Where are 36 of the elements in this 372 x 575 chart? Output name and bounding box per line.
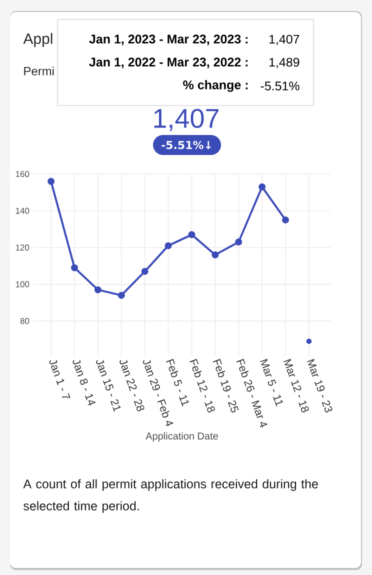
- text: % change :: [183, 80, 248, 92]
- y-tick-label: 100: [16, 281, 30, 288]
- point: [306, 338, 312, 344]
- x-tick-label: Jan 22 - 28: [120, 360, 144, 412]
- x-tick-label: Jan 15 - 21: [96, 360, 121, 412]
- text: 1,407: [154, 108, 218, 132]
- point: [188, 231, 196, 238]
- text: -5.51%↓: [162, 140, 211, 150]
- y-tick-label: 160: [16, 170, 30, 177]
- chart-title: Appl: [23, 32, 52, 47]
- point: [164, 242, 172, 250]
- point: [94, 286, 102, 294]
- point: [48, 178, 55, 185]
- point: [141, 268, 148, 275]
- text: Jan 1, 2023 - Mar 23, 2023 :: [89, 34, 248, 46]
- y-tick-label: 120: [16, 244, 30, 251]
- y-tick-label: 140: [16, 208, 30, 214]
- point: [282, 216, 290, 224]
- x-tick-label: Feb 5 - 11: [166, 358, 189, 406]
- text: 1,407: [269, 34, 300, 46]
- y-tick-label: 80: [20, 318, 30, 324]
- point: [258, 183, 266, 190]
- chart-subtitle: Permi: [24, 66, 54, 76]
- point: [212, 251, 219, 258]
- x-tick-label: Mar 5 - 11: [260, 358, 283, 406]
- point: [71, 264, 78, 272]
- text: 1,489: [269, 58, 300, 68]
- point: [118, 292, 125, 299]
- x-tick-label: Jan 1 - 7: [49, 360, 70, 398]
- text: -5.51%: [260, 82, 300, 90]
- text: A count of all permit applications received during the selected time period.: [23, 479, 318, 513]
- x-axis-title: Application Date: [146, 432, 218, 442]
- x-tick-label: Jan 8 - 14: [72, 360, 96, 406]
- point: [235, 238, 242, 246]
- text: Jan 1, 2022 - Mar 23, 2022 :: [89, 58, 248, 68]
- x-tick-label: Feb 12 - 18: [190, 358, 215, 412]
